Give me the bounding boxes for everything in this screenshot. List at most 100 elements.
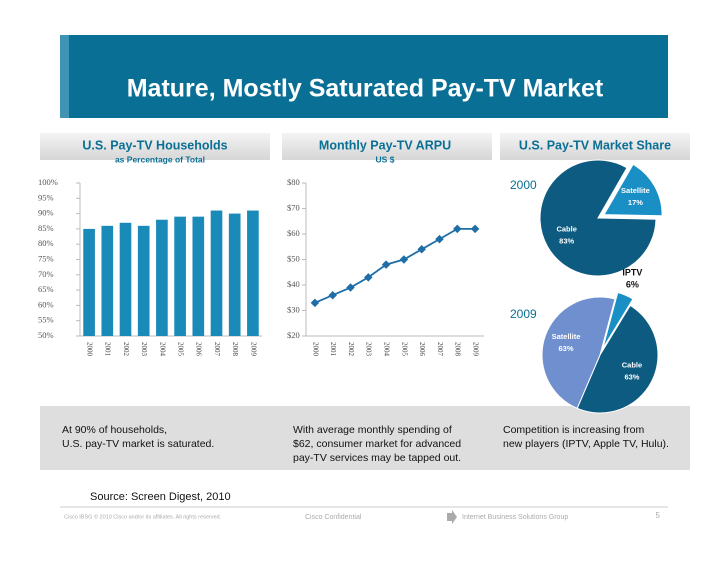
y-tick-label: 60% bbox=[38, 299, 54, 309]
y-tick-label: $50 bbox=[287, 253, 300, 263]
y-tick-label: 75% bbox=[38, 253, 54, 263]
pie-slice bbox=[603, 163, 663, 217]
point bbox=[328, 290, 337, 300]
point bbox=[399, 255, 409, 264]
caption: With average monthly spending of bbox=[293, 424, 452, 436]
x-tick-label: 2002 bbox=[122, 342, 130, 357]
pie-slice bbox=[576, 304, 659, 414]
bar bbox=[83, 228, 95, 336]
caption: new players (IPTV, Apple TV, Hulu). bbox=[503, 438, 669, 450]
slice-value: 83% bbox=[559, 237, 574, 246]
page-number: 5 bbox=[656, 511, 661, 520]
x-tick-label: 2003 bbox=[365, 342, 373, 357]
panel-header bbox=[500, 133, 690, 160]
group-name: Internet Business Solutions Group bbox=[462, 514, 568, 521]
point bbox=[470, 224, 480, 234]
chart-subtitle: as Percentage of Total bbox=[115, 154, 205, 164]
bar bbox=[101, 225, 114, 336]
y-tick-label: $60 bbox=[287, 228, 300, 238]
y-tick-label: 85% bbox=[38, 223, 54, 233]
caption-band bbox=[40, 406, 690, 470]
caption: U.S. pay-TV market is saturated. bbox=[62, 438, 214, 450]
slice-name: Cable bbox=[556, 225, 576, 234]
caption: pay-TV services may be tapped out. bbox=[293, 452, 461, 464]
confidential: Cisco Confidential bbox=[305, 514, 362, 521]
x-tick-label: 2001 bbox=[104, 342, 112, 357]
x-tick-label: 2008 bbox=[454, 342, 462, 357]
y-tick-label: 95% bbox=[38, 192, 54, 202]
line bbox=[314, 227, 476, 304]
bar bbox=[247, 210, 259, 336]
caption: Competition is increasing from bbox=[503, 424, 644, 436]
x-tick-label: 2004 bbox=[382, 342, 390, 357]
pie-label: 2009 bbox=[510, 307, 537, 321]
x-tick-label: 2007 bbox=[213, 342, 221, 357]
y-tick-label: 80% bbox=[38, 238, 54, 248]
x-tick-label: 2000 bbox=[85, 342, 93, 357]
x-tick-label: 2009 bbox=[471, 342, 479, 357]
bar bbox=[210, 210, 223, 336]
y-tick-label: $80 bbox=[287, 177, 300, 187]
slice-name: Satellite bbox=[552, 332, 581, 341]
slice-name: IPTV bbox=[622, 268, 642, 278]
x-tick-label: 2002 bbox=[347, 342, 355, 357]
bar bbox=[156, 219, 168, 336]
header-band bbox=[60, 35, 668, 118]
panel-header bbox=[40, 133, 270, 160]
arrow-icon bbox=[447, 510, 457, 524]
pie-slice bbox=[602, 291, 634, 349]
pie-slice bbox=[541, 296, 616, 409]
y-tick-label: $30 bbox=[287, 304, 300, 314]
chart-title: Monthly Pay-TV ARPU bbox=[319, 138, 451, 152]
y-tick-label: 100% bbox=[38, 177, 58, 187]
y-tick-label: $70 bbox=[287, 202, 300, 212]
slice-value: 17% bbox=[628, 198, 643, 207]
bar bbox=[174, 216, 186, 336]
x-tick-label: 2007 bbox=[436, 342, 444, 357]
y-tick-label: 70% bbox=[38, 269, 54, 279]
y-tick-label: $20 bbox=[287, 330, 300, 340]
point bbox=[310, 298, 320, 308]
slice-value: 63% bbox=[624, 372, 639, 381]
point bbox=[417, 245, 426, 254]
bar bbox=[137, 225, 150, 336]
slice-value: 63% bbox=[559, 344, 574, 353]
x-tick-label: 2001 bbox=[329, 342, 337, 357]
chart-title: U.S. Pay-TV Market Share bbox=[519, 138, 671, 152]
x-tick-label: 2003 bbox=[140, 342, 148, 357]
y-tick-label: 65% bbox=[38, 284, 54, 294]
x-tick-label: 2006 bbox=[418, 342, 426, 357]
point bbox=[364, 273, 373, 282]
bar bbox=[192, 216, 205, 336]
x-tick-label: 2005 bbox=[400, 342, 408, 357]
header-stripe bbox=[60, 35, 69, 118]
y-tick-label: 90% bbox=[38, 208, 54, 218]
bar bbox=[228, 213, 241, 336]
chart-title: U.S. Pay-TV Households bbox=[82, 138, 227, 152]
pie-slice bbox=[539, 159, 657, 277]
x-tick-label: 2000 bbox=[311, 342, 319, 357]
point bbox=[346, 283, 355, 292]
point bbox=[453, 224, 462, 234]
pie-label: 2000 bbox=[510, 178, 537, 192]
chart-subtitle: US $ bbox=[376, 154, 395, 164]
slice-name: Satellite bbox=[621, 186, 650, 195]
source: Source: Screen Digest, 2010 bbox=[90, 491, 231, 503]
point bbox=[381, 260, 391, 269]
copyright: Cisco IBSG © 2010 Cisco and/or its affil… bbox=[64, 513, 222, 520]
y-tick-label: 50% bbox=[38, 330, 54, 340]
point bbox=[435, 234, 444, 244]
bar bbox=[119, 222, 132, 336]
slide-title: Mature, Mostly Saturated Pay-TV Market bbox=[127, 75, 604, 103]
x-tick-label: 2005 bbox=[176, 342, 184, 357]
caption: At 90% of households, bbox=[62, 424, 167, 436]
y-tick-label: $40 bbox=[287, 279, 300, 289]
x-tick-label: 2008 bbox=[231, 342, 239, 357]
slice-value: 6% bbox=[626, 280, 639, 290]
x-tick-label: 2009 bbox=[249, 342, 257, 357]
slice-name: Cable bbox=[622, 360, 642, 369]
caption: $62, consumer market for advanced bbox=[293, 438, 461, 450]
x-tick-label: 2004 bbox=[158, 342, 166, 357]
y-tick-label: 55% bbox=[38, 315, 54, 325]
